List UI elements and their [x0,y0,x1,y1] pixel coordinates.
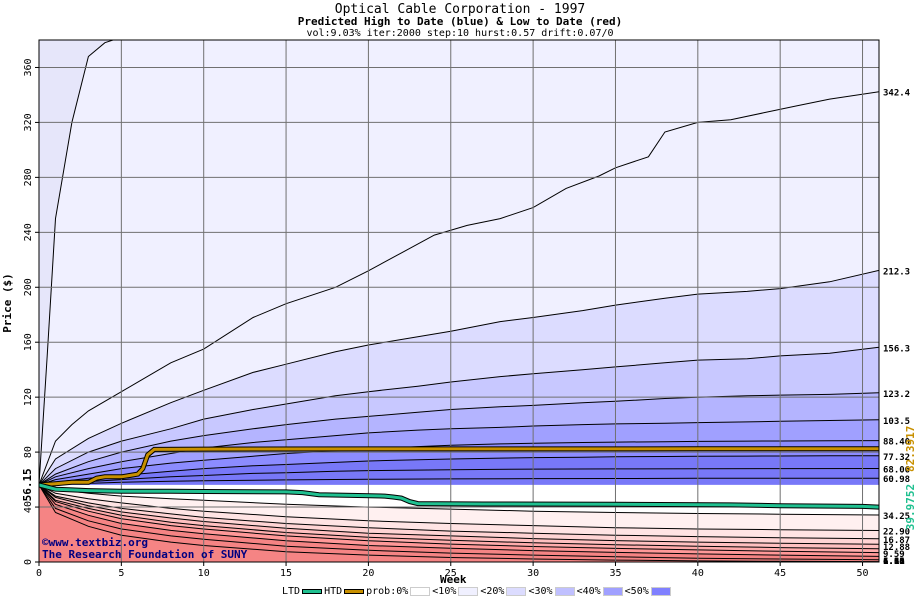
y-tick-label: 80 [23,446,34,458]
plot-frame [38,39,880,563]
high-band-fill [39,478,879,485]
legend-label-p40: <40% [576,586,601,597]
band-end-label: 12.88 [883,543,910,553]
x-tick-label: 30 [527,568,539,579]
legend-label-p30: <30% [528,586,553,597]
x-tick-label: 5 [118,568,124,579]
legend-swatch-p10 [458,587,479,596]
band-end-label: 1.10 [883,557,905,567]
high-band-line [39,392,879,486]
band-end-label: 34.25 [883,512,910,522]
legend-swatch-p0 [410,587,431,596]
y-tick-label: 320 [23,113,34,131]
legend-swatch-ltd [302,589,323,594]
band-end-label: 60.98 [883,475,910,485]
low-band-line [39,484,879,557]
band-end-label: 6.83 [883,557,905,567]
band-end-label: 212.3 [883,267,910,277]
watermark-copyright: ©www.textbiz.org [42,536,148,549]
low-band-line [39,484,879,561]
low-band-line [39,484,879,540]
legend-label-p10: <10% [432,586,457,597]
high-band-line [39,91,879,486]
legend-label-ltd: LTD [282,586,301,597]
x-axis-label: Week [440,573,467,586]
low-band-line [39,484,879,550]
ltd-value-label: 39.9752 [904,484,917,530]
high-band-line [39,477,879,486]
y-tick-label: 280 [23,168,34,186]
x-tick-label: 50 [857,568,869,579]
low-band-line [39,484,879,554]
band-end-label: 9.59 [883,550,905,560]
band-end-label: 123.2 [883,390,910,400]
y-tick-label: 40 [23,501,34,513]
high-band-line [39,468,879,486]
legend-label-htd: HTD [324,586,343,597]
band-end-label: 22.90 [883,528,910,538]
band-end-label: 103.5 [883,417,910,427]
band-end-label: 68.06 [883,466,910,476]
x-tick-label: 45 [774,568,786,579]
low-band-fill [39,484,879,562]
x-tick-label: 20 [362,568,374,579]
legend-label-p20: <20% [480,586,505,597]
band-end-label: 1.64 [883,557,905,567]
htd-value-label: 82.3917 [904,426,917,472]
low-band-line [39,484,879,516]
plot-layers [39,40,879,562]
band-end-label: 88.40 [883,438,910,448]
start-price-label: 56.15 [21,468,34,501]
legend-label-p50: <50% [624,586,649,597]
y-tick-label: 200 [23,278,34,296]
chart-subtitle: Predicted High to Date (blue) & Low to D… [297,15,623,28]
watermark-org: The Research Foundation of SUNY [42,548,248,561]
x-tick-label: 35 [609,568,621,579]
band-end-label: 342.4 [883,89,911,99]
y-tick-label: 0 [23,559,34,565]
band-end-label: 77.32 [883,453,910,463]
simulation-parameters: vol:9.03% iter:2000 step:10 hurst:0.57 d… [306,28,614,39]
legend-swatch-p50 [650,587,671,596]
y-tick-label: 240 [23,223,34,241]
low-band-line [39,484,879,562]
chart-title: Optical Cable Corporation - 1997 [334,2,586,17]
high-band-line [39,269,879,486]
legend-swatch-htd [344,589,365,594]
high-band-line [39,455,879,486]
htd-line [39,447,879,487]
band-end-label: 4.11 [883,557,905,567]
high-band-line [39,346,879,486]
x-tick-label: 15 [280,568,292,579]
legend-label-p0: prob:0% [366,586,409,597]
y-tick-label: 360 [23,58,34,76]
band-end-label: 16.87 [883,536,910,546]
legend-swatch-p40 [602,587,623,596]
band-end-label: 156.3 [883,344,910,354]
x-tick-label: 10 [198,568,210,579]
y-tick-label: 120 [23,388,34,406]
ltd-line [39,483,879,509]
low-band-line [39,484,879,531]
y-tick-label: 160 [23,333,34,351]
legend-swatch-p20 [506,587,527,596]
x-tick-label: 0 [36,568,42,579]
x-tick-label: 25 [445,568,457,579]
x-tick-label: 40 [692,568,704,579]
y-axis-label: Price ($) [1,273,14,333]
svg-text:Price ($): Price ($) [1,273,14,333]
legend-swatch-p30 [554,587,575,596]
chart-legend: LTD HTD prob:0% <10% <20% <30% <40% <50% [282,586,673,597]
